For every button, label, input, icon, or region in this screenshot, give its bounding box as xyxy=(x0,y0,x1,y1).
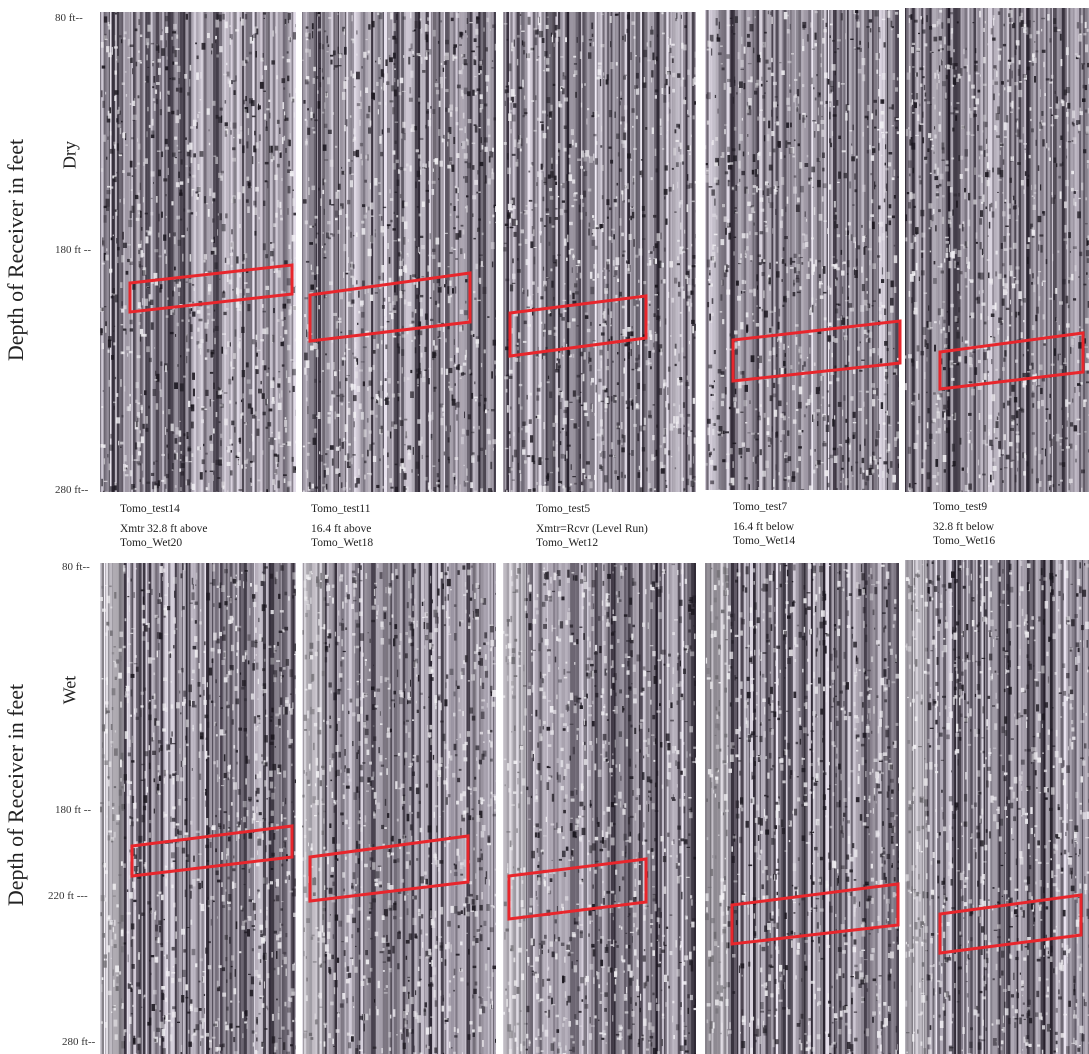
trace-texture xyxy=(302,563,496,1054)
wet-panel-5 xyxy=(905,560,1089,1054)
wet-pair: Tomo_Wet14 xyxy=(733,535,796,547)
wet-pair: Tomo_Wet18 xyxy=(311,537,374,549)
trace-texture xyxy=(100,563,296,1054)
test-name: Tomo_test11 xyxy=(311,503,371,515)
test-name: Tomo_test5 xyxy=(536,503,591,515)
offset-desc: 16.4 ft above xyxy=(311,523,372,535)
test-name: Tomo_test9 xyxy=(933,501,988,513)
offset-desc: Xmtr=Rcvr (Level Run) xyxy=(536,523,648,535)
dry-panel-4 xyxy=(705,10,899,490)
trace-texture xyxy=(705,563,899,1054)
test-name: Tomo_test14 xyxy=(120,503,180,515)
condition-wet-label: Wet xyxy=(59,675,80,705)
offset-desc: 16.4 ft below xyxy=(733,521,795,533)
caption-panel-3: Tomo_test5 Xmtr=Rcvr (Level Run) Tomo_We… xyxy=(536,502,648,550)
depth-tick-220-wet: 220 ft --- xyxy=(48,890,88,902)
wet-panel-4 xyxy=(705,563,899,1054)
trace-texture xyxy=(503,563,696,1054)
trace-texture xyxy=(503,12,696,492)
depth-tick-180-wet: 180 ft -- xyxy=(55,804,92,816)
depth-tick-280-dry: 280 ft-- xyxy=(55,484,89,496)
wet-pair: Tomo_Wet20 xyxy=(120,537,183,549)
y-axis-label-top: Depth of Receiver in feet xyxy=(3,138,28,362)
offset-desc: 32.8 ft below xyxy=(933,521,995,533)
wet-panel-3 xyxy=(503,563,696,1054)
depth-tick-80-dry: 80 ft-- xyxy=(55,12,83,24)
dry-panel-3 xyxy=(503,12,696,492)
caption-panel-1: Tomo_test14 Xmtr 32.8 ft above Tomo_Wet2… xyxy=(120,502,208,550)
wet-pair: Tomo_Wet12 xyxy=(536,537,599,549)
depth-tick-80-wet: 80 ft-- xyxy=(62,561,90,573)
test-name: Tomo_test7 xyxy=(733,501,788,513)
caption-panel-5: Tomo_test9 32.8 ft below Tomo_Wet16 xyxy=(933,500,995,548)
wet-panel-2 xyxy=(302,563,496,1054)
dry-panel-1 xyxy=(100,12,296,492)
condition-dry-label: Dry xyxy=(59,141,80,169)
wet-panel-1 xyxy=(100,563,296,1054)
trace-texture xyxy=(705,10,899,490)
trace-texture xyxy=(100,12,296,492)
wet-pair: Tomo_Wet16 xyxy=(933,535,996,547)
y-axis-label-bottom: Depth of Receiver in feet xyxy=(3,683,28,907)
dry-panel-2 xyxy=(302,12,496,492)
depth-tick-280-wet: 280 ft-- xyxy=(62,1036,96,1048)
caption-panel-2: Tomo_test11 16.4 ft above Tomo_Wet18 xyxy=(311,502,373,550)
trace-texture xyxy=(302,12,496,492)
trace-texture xyxy=(905,8,1089,492)
depth-tick-180-dry: 180 ft -- xyxy=(55,244,92,256)
dry-panel-5 xyxy=(905,8,1089,492)
caption-panel-4: Tomo_test7 16.4 ft below Tomo_Wet14 xyxy=(733,500,795,548)
offset-desc: Xmtr 32.8 ft above xyxy=(120,523,208,535)
trace-texture xyxy=(905,560,1089,1054)
